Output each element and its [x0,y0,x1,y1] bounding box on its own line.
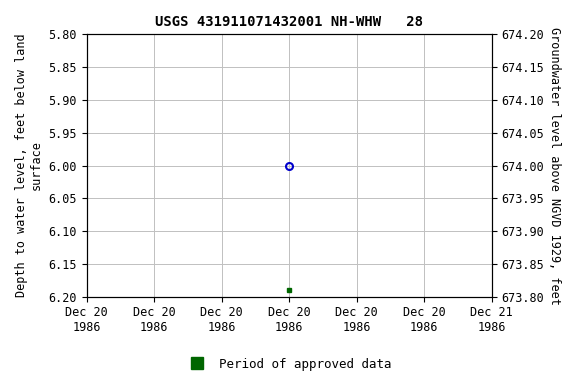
Y-axis label: Depth to water level, feet below land
surface: Depth to water level, feet below land su… [15,34,43,297]
Y-axis label: Groundwater level above NGVD 1929, feet: Groundwater level above NGVD 1929, feet [548,26,561,305]
Title: USGS 431911071432001 NH-WHW   28: USGS 431911071432001 NH-WHW 28 [156,15,423,29]
Legend: Period of approved data: Period of approved data [179,353,397,376]
